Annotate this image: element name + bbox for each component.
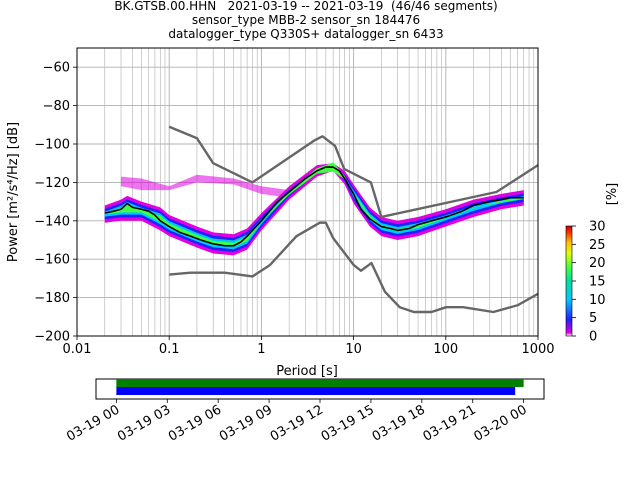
model-curve-low [169, 221, 538, 314]
x-tick-label: 1000 [521, 342, 554, 357]
colorbar-tick-label: 20 [589, 256, 606, 271]
y-tick-label: −100 [34, 138, 70, 153]
x-tick-label: 1 [257, 342, 265, 357]
x-tick-label: 100 [433, 342, 458, 357]
y-tick-label: −120 [34, 176, 70, 191]
colorbar-ticks: 0 5 10 15 20 25 30 [572, 220, 606, 345]
y-axis-label: Power [m²/s⁴/Hz] [dB] [6, 122, 21, 262]
x-tick-label: 10 [345, 342, 362, 357]
colorbar-tick-label: 5 [589, 311, 597, 326]
y-tick-label: −80 [43, 99, 70, 114]
model-curve-high [168, 125, 538, 219]
y-tick-label: −60 [43, 61, 70, 76]
psd-cloud-mid [104, 166, 524, 252]
timeline-tick-label: 03-19 06 [166, 402, 224, 444]
mean-curve [104, 166, 524, 247]
timeline-tick-label: 03-19 00 [64, 402, 122, 444]
timeline-tick-label: 03-19 12 [268, 402, 326, 444]
timeline-bar-blue [116, 387, 516, 395]
colorbar-tick-label: 30 [589, 220, 606, 235]
psd-cloud-core [104, 162, 524, 247]
plot-grid [76, 48, 538, 337]
y-tick-label: −180 [34, 291, 70, 306]
timeline-tick-label: 03-19 09 [217, 402, 275, 444]
chart-title-line-2: sensor_type MBB-2 sensor_sn 184476 [191, 13, 421, 27]
chart-title-line-3: datalogger_type Q330S+ datalogger_sn 643… [168, 27, 444, 41]
timeline-tick-label: 03-19 21 [421, 402, 479, 444]
colorbar-tick-label: 15 [589, 275, 606, 290]
timeline-bar-green [116, 379, 524, 387]
psd-cloud-inner [104, 164, 524, 250]
x-tick-label: 0.01 [63, 342, 92, 357]
chart-title-line-1: BK.GTSB.00.HHN 2021-03-19 -- 2021-03-19 … [114, 0, 498, 13]
colorbar [565, 225, 573, 337]
x-axis-label: Period [s] [276, 364, 338, 379]
colorbar-label: [%] [605, 183, 620, 206]
x-tick-label: 0.1 [159, 342, 180, 357]
y-tick-label: −160 [34, 253, 70, 268]
psd-outlier-band [120, 174, 290, 198]
y-tick-label: −200 [34, 330, 70, 345]
plot-frame [76, 47, 539, 337]
colorbar-tick-label: 25 [589, 238, 606, 253]
y-tick-label: −140 [34, 214, 70, 229]
plot-axes: 0.01 0.1 1 10 100 1000 −200 −180 −160 −140 −120 −10… [34, 61, 554, 357]
timeline-tick-label: 03-20 00 [472, 402, 530, 444]
timeline-tick-label: 03-19 18 [370, 402, 428, 444]
timeline-tick-label: 03-19 03 [115, 402, 173, 444]
timeline-tick-label: 03-19 15 [319, 402, 377, 444]
colorbar-tick-label: 10 [589, 293, 606, 308]
colorbar-tick-label: 0 [589, 330, 597, 345]
plot-data-area [104, 125, 538, 314]
